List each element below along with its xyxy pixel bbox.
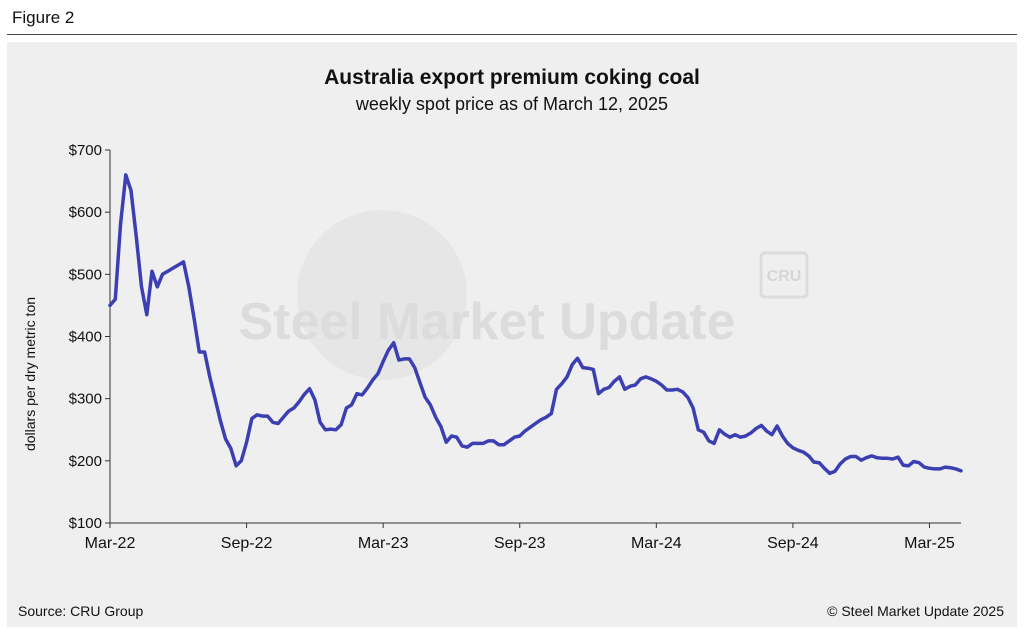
y-tick-label: $600 bbox=[69, 204, 102, 221]
source-note: Source: CRU Group bbox=[18, 603, 144, 619]
x-tick-label: Sep-24 bbox=[767, 535, 819, 552]
watermark-badge-text: CRU bbox=[767, 268, 802, 285]
y-tick-label: $400 bbox=[69, 329, 102, 346]
line-chart: Steel Market Update CRU Australia export… bbox=[22, 66, 963, 552]
copyright-note: © Steel Market Update 2025 bbox=[827, 603, 1004, 619]
watermark: Steel Market Update CRU bbox=[238, 210, 809, 380]
series-line bbox=[108, 173, 963, 476]
y-tick-label: $100 bbox=[69, 515, 102, 532]
x-ticks: Mar-22 Sep-22 Mar-23 Sep-23 Mar-24 Sep-24 Mar-… bbox=[85, 523, 955, 552]
watermark-badge-box bbox=[759, 251, 809, 299]
watermark-text: Steel Market Update bbox=[238, 293, 735, 351]
figure-label: Figure 2 bbox=[12, 8, 75, 27]
y-tick-label: $200 bbox=[69, 453, 102, 470]
x-tick-label: Mar-25 bbox=[904, 535, 955, 552]
y-axis-label: dollars per dry metric ton bbox=[22, 297, 38, 451]
chart-title: Australia export premium coking coal bbox=[324, 66, 700, 89]
y-ticks: $100 $200 $300 $400 $500 $600 $700 bbox=[69, 142, 110, 532]
x-tick-label: Sep-22 bbox=[221, 535, 273, 552]
y-tick-label: $300 bbox=[69, 391, 102, 408]
y-tick-label: $500 bbox=[69, 266, 102, 283]
chart-panel bbox=[7, 42, 1017, 627]
x-tick-label: Mar-23 bbox=[358, 535, 409, 552]
chart-subtitle: weekly spot price as of March 12, 2025 bbox=[355, 94, 668, 114]
top-divider bbox=[7, 34, 1017, 35]
x-tick-label: Sep-23 bbox=[494, 535, 546, 552]
y-tick-label: $700 bbox=[69, 142, 102, 159]
x-tick-label: Mar-22 bbox=[85, 535, 136, 552]
watermark-circle bbox=[297, 210, 467, 380]
x-tick-label: Mar-24 bbox=[631, 535, 682, 552]
